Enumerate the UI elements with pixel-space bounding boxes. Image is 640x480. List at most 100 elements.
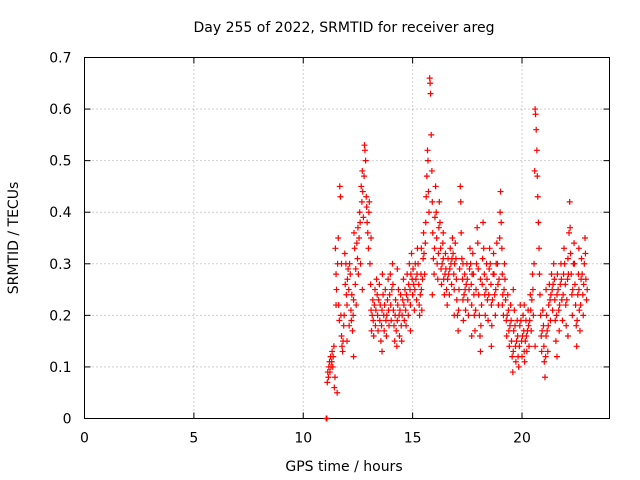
data-point <box>534 173 541 180</box>
data-point <box>558 276 565 283</box>
data-point <box>492 286 499 293</box>
data-point <box>345 265 352 272</box>
data-point <box>580 281 587 288</box>
data-point <box>466 265 473 272</box>
data-point <box>463 281 470 288</box>
data-point <box>541 374 548 381</box>
data-point <box>351 245 358 252</box>
data-point <box>486 245 493 252</box>
data-point <box>456 265 463 272</box>
data-point <box>466 245 473 252</box>
data-point <box>552 338 559 345</box>
data-point <box>401 286 408 293</box>
data-point <box>544 327 551 334</box>
data-point <box>384 296 391 303</box>
data-point <box>540 343 547 350</box>
data-point <box>436 198 443 205</box>
data-point <box>453 276 460 283</box>
data-point <box>489 296 496 303</box>
data-point <box>349 327 356 334</box>
data-point <box>579 291 586 298</box>
data-point <box>420 229 427 236</box>
data-point <box>462 307 469 314</box>
data-point <box>431 245 438 252</box>
data-point <box>554 271 561 278</box>
data-point <box>356 209 363 216</box>
data-point <box>549 286 556 293</box>
data-point <box>506 322 513 329</box>
data-point <box>398 338 405 345</box>
data-point <box>403 291 410 298</box>
data-point <box>536 245 543 252</box>
data-point <box>563 296 570 303</box>
data-point <box>455 307 462 314</box>
data-point <box>533 126 540 133</box>
y-tick-label: 0.5 <box>49 154 71 170</box>
data-point <box>440 229 447 236</box>
data-point <box>532 111 539 118</box>
data-point <box>457 198 464 205</box>
data-point <box>574 317 581 324</box>
data-point <box>370 332 377 339</box>
data-point <box>372 286 378 293</box>
data-point <box>449 235 456 241</box>
data-point <box>488 322 495 329</box>
data-point <box>394 265 401 272</box>
data-point <box>379 348 385 355</box>
data-point <box>396 307 403 314</box>
data-point <box>549 307 556 314</box>
data-point <box>422 240 429 247</box>
data-point <box>423 193 430 200</box>
data-point <box>323 415 330 422</box>
data-point <box>333 302 340 309</box>
data-point <box>343 291 350 298</box>
data-point <box>472 307 479 314</box>
data-point <box>473 260 480 267</box>
data-point <box>372 307 379 314</box>
data-point <box>490 250 497 257</box>
data-point <box>521 302 528 309</box>
data-point <box>499 302 506 309</box>
data-point <box>471 312 478 319</box>
data-point <box>338 343 345 350</box>
data-point <box>380 291 387 298</box>
data-point <box>374 291 381 298</box>
data-point <box>499 291 506 298</box>
data-point <box>473 286 480 293</box>
data-point <box>557 281 564 288</box>
data-point <box>403 322 410 329</box>
data-point <box>474 240 481 247</box>
data-point <box>376 317 383 324</box>
data-point <box>422 219 429 226</box>
data-point <box>393 327 400 334</box>
data-point <box>418 307 425 314</box>
y-tick-label: 0 <box>63 412 72 428</box>
data-point <box>464 296 471 303</box>
data-point <box>488 302 495 309</box>
data-point <box>369 312 376 319</box>
data-point <box>381 327 388 334</box>
data-point <box>559 317 566 324</box>
data-point <box>371 302 378 309</box>
data-point <box>348 317 355 324</box>
data-point <box>485 317 492 324</box>
data-point <box>515 363 522 370</box>
data-point <box>413 296 420 303</box>
data-point <box>575 286 582 293</box>
data-point <box>566 229 573 236</box>
data-point <box>529 271 536 278</box>
data-point <box>509 369 516 376</box>
data-point <box>443 286 450 293</box>
data-point <box>465 312 472 319</box>
y-tick-label: 0.3 <box>49 257 71 273</box>
data-point <box>351 229 357 236</box>
data-point <box>400 302 407 309</box>
data-point <box>466 286 473 293</box>
data-point <box>477 332 483 339</box>
data-point <box>493 240 500 247</box>
data-point <box>341 250 348 257</box>
data-point <box>412 276 419 283</box>
data-point <box>496 235 503 241</box>
data-point <box>475 265 482 272</box>
data-point <box>353 302 360 309</box>
